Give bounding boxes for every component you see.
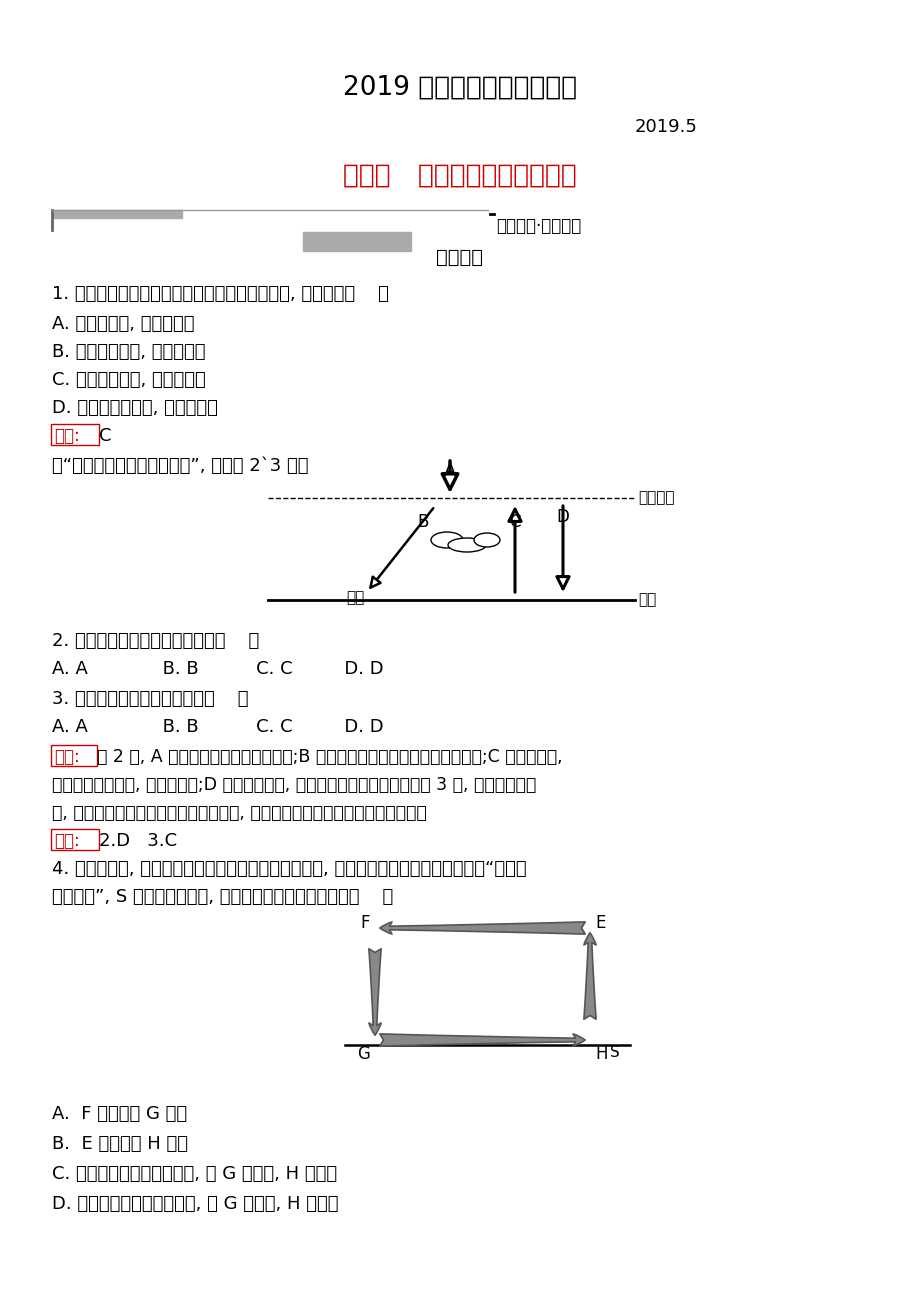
Text: 2019 学年地理教学精品资料: 2019 学年地理教学精品资料 bbox=[343, 76, 576, 102]
Text: 读“地球表面受热过程示意图”, 完成第 2`3 题。: 读“地球表面受热过程示意图”, 完成第 2`3 题。 bbox=[52, 457, 308, 475]
Bar bbox=[52, 210, 182, 217]
Text: 课时过关·能力提升: 课时过关·能力提升 bbox=[495, 217, 581, 234]
Text: C. 大气逆辐射弱, 地表降温快: C. 大气逆辐射弱, 地表降温快 bbox=[52, 371, 206, 389]
Text: 2019.5: 2019.5 bbox=[634, 118, 698, 135]
Text: 1. 霜冻往往出现于深秋至第二年早春晴朗的夜晚, 因为此时（    ）: 1. 霜冻往往出现于深秋至第二年早春晴朗的夜晚, 因为此时（ ） bbox=[52, 285, 389, 303]
FancyBboxPatch shape bbox=[51, 829, 99, 850]
Text: B. 空气中水汽多, 地表降温快: B. 空气中水汽多, 地表降温快 bbox=[52, 342, 205, 361]
Text: 流模式图”, S 线代表地球表面, 据图判断下列说法正确的是（    ）: 流模式图”, S 线代表地球表面, 据图判断下列说法正确的是（ ） bbox=[52, 888, 392, 906]
Text: D: D bbox=[556, 508, 569, 526]
Text: 吸收: 吸收 bbox=[346, 590, 364, 605]
Text: 解析:: 解析: bbox=[54, 749, 80, 766]
Ellipse shape bbox=[448, 538, 485, 552]
Text: 答案:: 答案: bbox=[54, 832, 80, 850]
Text: B: B bbox=[417, 513, 428, 531]
Text: 第一节   冷热不均引起大气运动: 第一节 冷热不均引起大气运动 bbox=[343, 163, 576, 189]
Text: F: F bbox=[360, 914, 369, 932]
Text: H: H bbox=[595, 1046, 607, 1062]
Ellipse shape bbox=[473, 533, 499, 547]
Bar bbox=[302, 232, 411, 251]
Text: C. 若该环流发生在城市地区, 则 G 是市区, H 是郊区: C. 若该环流发生在城市地区, 则 G 是市区, H 是郊区 bbox=[52, 1165, 336, 1184]
Text: 答案:: 答案: bbox=[54, 427, 80, 445]
Text: 析, 近地面大气的热量主要来自地面辐射, 地面是近地面大气的主要、直接热源。: 析, 近地面大气的热量主要来自地面辐射, 地面是近地面大气的主要、直接热源。 bbox=[52, 805, 426, 822]
Ellipse shape bbox=[430, 533, 462, 548]
Text: B.  E 处气压比 H 处低: B. E 处气压比 H 处低 bbox=[52, 1135, 187, 1154]
Text: A.  F 处气压比 G 处高: A. F 处气压比 G 处高 bbox=[52, 1105, 187, 1124]
FancyBboxPatch shape bbox=[51, 424, 99, 445]
Text: 大气上界: 大气上界 bbox=[637, 490, 674, 505]
Text: D. 若该环流发生在沿海地区, 则 G 是陆地, H 是海洋: D. 若该环流发生在沿海地区, 则 G 是陆地, H 是海洋 bbox=[52, 1195, 338, 1213]
FancyBboxPatch shape bbox=[51, 745, 96, 766]
Text: E: E bbox=[595, 914, 605, 932]
Text: A. 地面辐射强, 地表降温慢: A. 地面辐射强, 地表降温慢 bbox=[52, 315, 194, 333]
Text: C: C bbox=[99, 427, 111, 445]
Text: G: G bbox=[357, 1046, 369, 1062]
Text: A. A             B. B          C. C         D. D: A. A B. B C. C D. D bbox=[52, 660, 383, 678]
Text: 4. 构建模式图, 探究地理基本原理、过程、成因及规律, 是学习地理的方法之一。下图为“大气环: 4. 构建模式图, 探究地理基本原理、过程、成因及规律, 是学习地理的方法之一。… bbox=[52, 861, 526, 878]
Text: 2. 图中字母表示大气逆辐射的是（    ）: 2. 图中字母表示大气逆辐射的是（ ） bbox=[52, 631, 259, 650]
Text: 2.D   3.C: 2.D 3.C bbox=[99, 832, 177, 850]
Text: 大部分被大气吸收, 使大气增温;D 是大气逆辐射, 补偿地面辐射损失的能量。第 3 题, 结合上题的分: 大部分被大气吸收, 使大气增温;D 是大气逆辐射, 补偿地面辐射损失的能量。第 … bbox=[52, 776, 536, 794]
Text: S: S bbox=[609, 1046, 619, 1060]
Text: A. A             B. B          C. C         D. D: A. A B. B C. C D. D bbox=[52, 717, 383, 736]
Text: 3. 近地面大气的热量主要来自（    ）: 3. 近地面大气的热量主要来自（ ） bbox=[52, 690, 248, 708]
Text: A: A bbox=[443, 462, 456, 480]
Text: 地面: 地面 bbox=[637, 592, 655, 607]
Text: 第 2 题, A 是到达大气上界的太阳辐射;B 是被大气削弱后到达地面的太阳辐射;C 是地面辐射,: 第 2 题, A 是到达大气上界的太阳辐射;B 是被大气削弱后到达地面的太阳辐射… bbox=[96, 749, 562, 766]
Text: C: C bbox=[509, 513, 520, 531]
Text: D. 大气保温作用强, 地表降温慢: D. 大气保温作用强, 地表降温慢 bbox=[52, 398, 218, 417]
Text: 基础巩固: 基础巩固 bbox=[436, 247, 483, 267]
